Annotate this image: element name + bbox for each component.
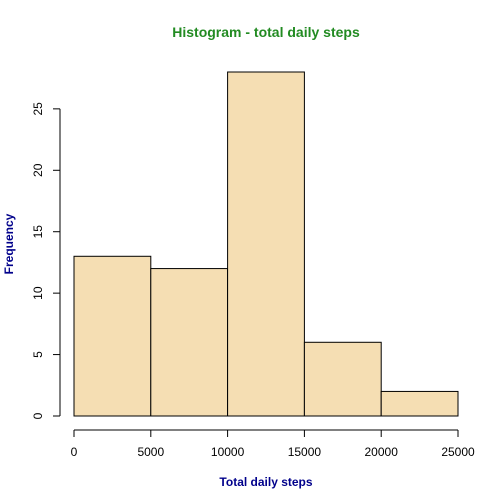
histogram-bars [73,71,459,417]
x-tick-label: 25000 [441,445,475,459]
x-tick-label: 10000 [211,445,245,459]
chart-title: Histogram - total daily steps [172,24,360,40]
histogram-bar-3 [303,341,382,417]
histogram-bar-4 [380,390,459,417]
x-axis-title: Total daily steps [219,475,312,489]
x-axis: 0 5000 10000 15000 20000 25000 [71,429,475,459]
histogram-bar-1 [150,268,229,417]
x-tick-label: 5000 [137,445,164,459]
x-tick-label: 20000 [365,445,399,459]
y-tick-label: 20 [31,163,45,177]
histogram-bar-0 [73,255,152,417]
histogram-bar-2 [227,71,305,417]
x-tick-label: 15000 [288,445,322,459]
y-axis: 0 5 10 15 20 25 [31,102,61,419]
y-tick-label: 15 [31,225,45,239]
y-tick-label: 10 [31,286,45,300]
y-tick-label: 5 [31,351,45,358]
y-tick-label: 25 [31,102,45,116]
y-axis-title: Frequency [2,213,16,274]
x-tick-label: 0 [71,445,78,459]
y-tick-label: 0 [31,412,45,419]
